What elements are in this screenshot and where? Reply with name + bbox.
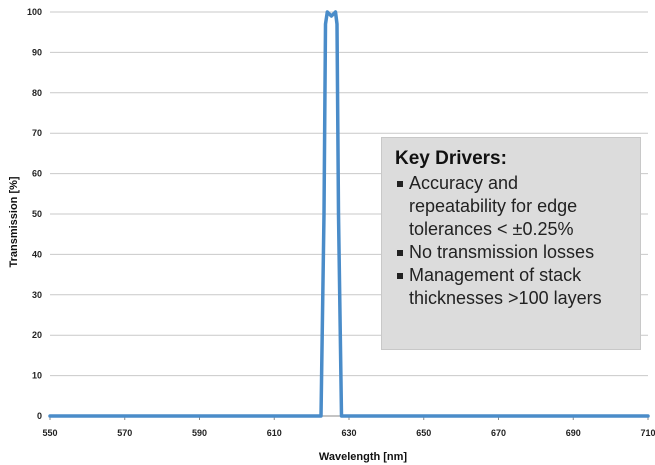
- bullet-line: thicknesses >100 layers: [409, 288, 602, 308]
- x-tick-label: 710: [640, 428, 655, 438]
- y-tick-label: 20: [32, 330, 42, 340]
- bullet-text: Accuracy and repeatability for edge tolera…: [409, 172, 577, 241]
- x-tick-label: 650: [416, 428, 431, 438]
- y-tick-label: 50: [32, 209, 42, 219]
- x-tick-label: 570: [117, 428, 132, 438]
- x-tick-label: 550: [42, 428, 57, 438]
- x-tick-label: 630: [341, 428, 356, 438]
- y-tick-label: 40: [32, 249, 42, 259]
- y-tick-label: 60: [32, 169, 42, 179]
- y-tick-label: 0: [37, 411, 42, 421]
- y-tick-label: 100: [27, 7, 42, 17]
- callout-title: Key Drivers:: [395, 148, 507, 169]
- y-tick-label: 90: [32, 47, 42, 57]
- x-tick-label: 610: [267, 428, 282, 438]
- y-tick-label: 80: [32, 88, 42, 98]
- bullet-line: Accuracy and: [409, 173, 519, 193]
- y-axis-title: Transmission [%]: [8, 176, 20, 267]
- bullet-item: No transmission losses: [395, 241, 630, 264]
- bullet-line: No transmission losses: [409, 242, 595, 262]
- transmission-series-line: [48, 10, 650, 418]
- y-tick-label: 70: [32, 128, 42, 138]
- bullet-list: Accuracy and repeatability for edge tolera…: [395, 172, 630, 310]
- key-drivers-callout: Key Drivers: Accuracy and repeatability f…: [381, 137, 641, 350]
- bullet-line: Management of stack: [409, 265, 582, 285]
- bullet-square-icon: [397, 181, 403, 187]
- y-tick-label: 30: [32, 290, 42, 300]
- bullet-text: No transmission losses: [409, 241, 594, 264]
- bullet-line: tolerances < ±0.25%: [409, 219, 574, 239]
- bullet-item: Accuracy and repeatability for edge tolera…: [395, 172, 630, 241]
- bullet-square-icon: [397, 250, 403, 256]
- y-tick-label: 10: [32, 371, 42, 381]
- x-tick-label: 590: [192, 428, 207, 438]
- bullet-square-icon: [397, 273, 403, 279]
- x-axis-title: Wavelength [nm]: [319, 451, 408, 463]
- bullet-line: repeatability for edge: [409, 196, 578, 216]
- x-tick-label: 670: [491, 428, 506, 438]
- x-tick-label: 690: [566, 428, 581, 438]
- bullet-item: Management of stack thicknesses >100 laye…: [395, 264, 630, 310]
- bullet-text: Management of stack thicknesses >100 laye…: [409, 264, 602, 310]
